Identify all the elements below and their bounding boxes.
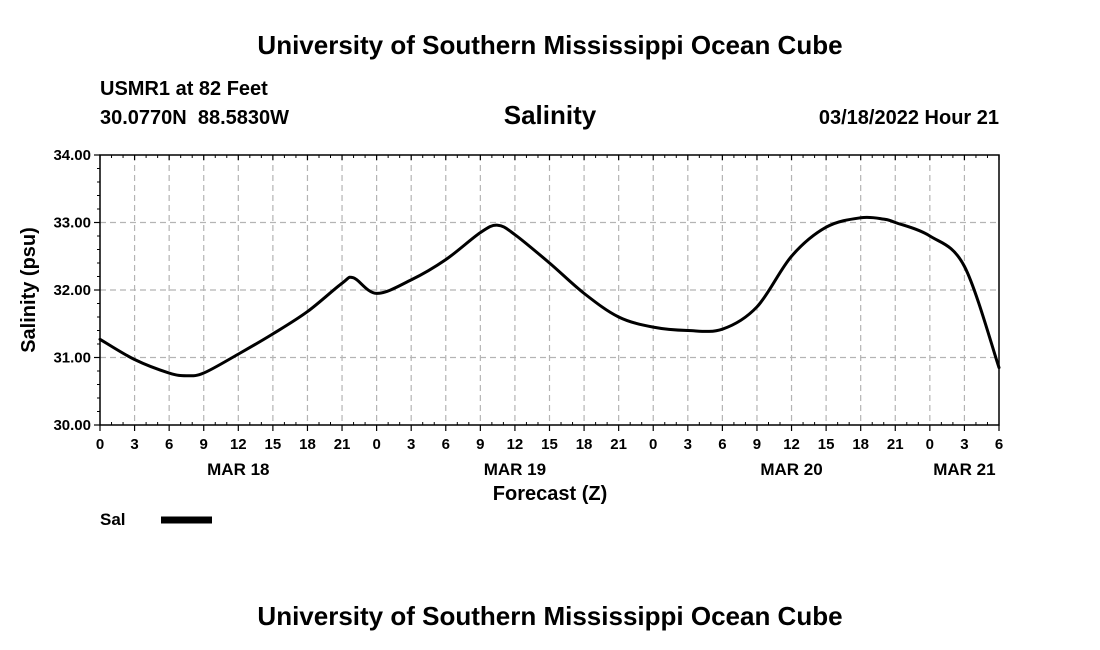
date-label: MAR 21	[933, 460, 995, 479]
x-tick-label: 15	[541, 436, 558, 453]
x-tick-label: 15	[818, 436, 835, 453]
station-coordinates: 30.0770N 88.5830W	[100, 107, 289, 129]
x-tick-label: 12	[783, 436, 800, 453]
date-labels: MAR 18 MAR 19 MAR 20 MAR 21	[207, 460, 995, 479]
page-title: University of Southern Mississippi Ocean…	[257, 30, 842, 60]
x-tick-label: 0	[649, 436, 657, 453]
x-tick-label: 6	[442, 436, 450, 453]
x-tick-label: 21	[334, 436, 351, 453]
grid-lines	[100, 155, 999, 425]
x-tick-label: 0	[372, 436, 380, 453]
station-name: USMR1 at 82 Feet	[100, 78, 268, 100]
x-tick-label: 3	[684, 436, 692, 453]
date-label: MAR 20	[760, 460, 822, 479]
date-label: MAR 18	[207, 460, 269, 479]
x-tick-label: 18	[299, 436, 316, 453]
axis-ticks	[94, 154, 1000, 431]
x-tick-label: 12	[230, 436, 247, 453]
x-tick-label: 21	[887, 436, 904, 453]
x-tick-label: 18	[852, 436, 869, 453]
forecast-date: 03/18/2022 Hour 21	[819, 107, 999, 129]
x-tick-label: 9	[476, 436, 484, 453]
date-label: MAR 19	[484, 460, 546, 479]
x-tick-label: 21	[610, 436, 627, 453]
x-tick-label: 6	[165, 436, 173, 453]
chart-title: Salinity	[504, 100, 597, 130]
x-tick-label: 0	[926, 436, 934, 453]
footer-title: University of Southern Mississippi Ocean…	[257, 601, 842, 631]
x-tick-label: 12	[507, 436, 524, 453]
x-tick-label: 9	[753, 436, 761, 453]
x-tick-label: 3	[407, 436, 415, 453]
y-tick-label: 30.00	[53, 417, 91, 434]
y-tick-labels: 30.00 31.00 32.00 33.00 34.00	[53, 147, 91, 434]
y-tick-label: 33.00	[53, 215, 91, 232]
salinity-series-line	[98, 215, 1001, 378]
y-tick-label: 32.00	[53, 282, 91, 299]
legend-label: Sal	[100, 510, 126, 529]
x-tick-label: 3	[960, 436, 968, 453]
x-tick-labels: 0 3 6 9 12 15 18 21 0 3 6 9 12 15 18 21 0 3 6 9 12 15 18 21 0 3 6	[96, 436, 1003, 453]
x-tick-label: 6	[718, 436, 726, 453]
x-axis-label: Forecast (Z)	[493, 483, 607, 505]
x-tick-label: 0	[96, 436, 104, 453]
y-tick-label: 31.00	[53, 350, 91, 367]
x-tick-label: 18	[576, 436, 593, 453]
x-tick-label: 3	[130, 436, 138, 453]
x-tick-label: 9	[200, 436, 208, 453]
x-tick-label: 6	[995, 436, 1003, 453]
y-axis-label: Salinity (psu)	[18, 227, 40, 353]
y-tick-label: 34.00	[53, 147, 91, 164]
x-tick-label: 15	[265, 436, 282, 453]
